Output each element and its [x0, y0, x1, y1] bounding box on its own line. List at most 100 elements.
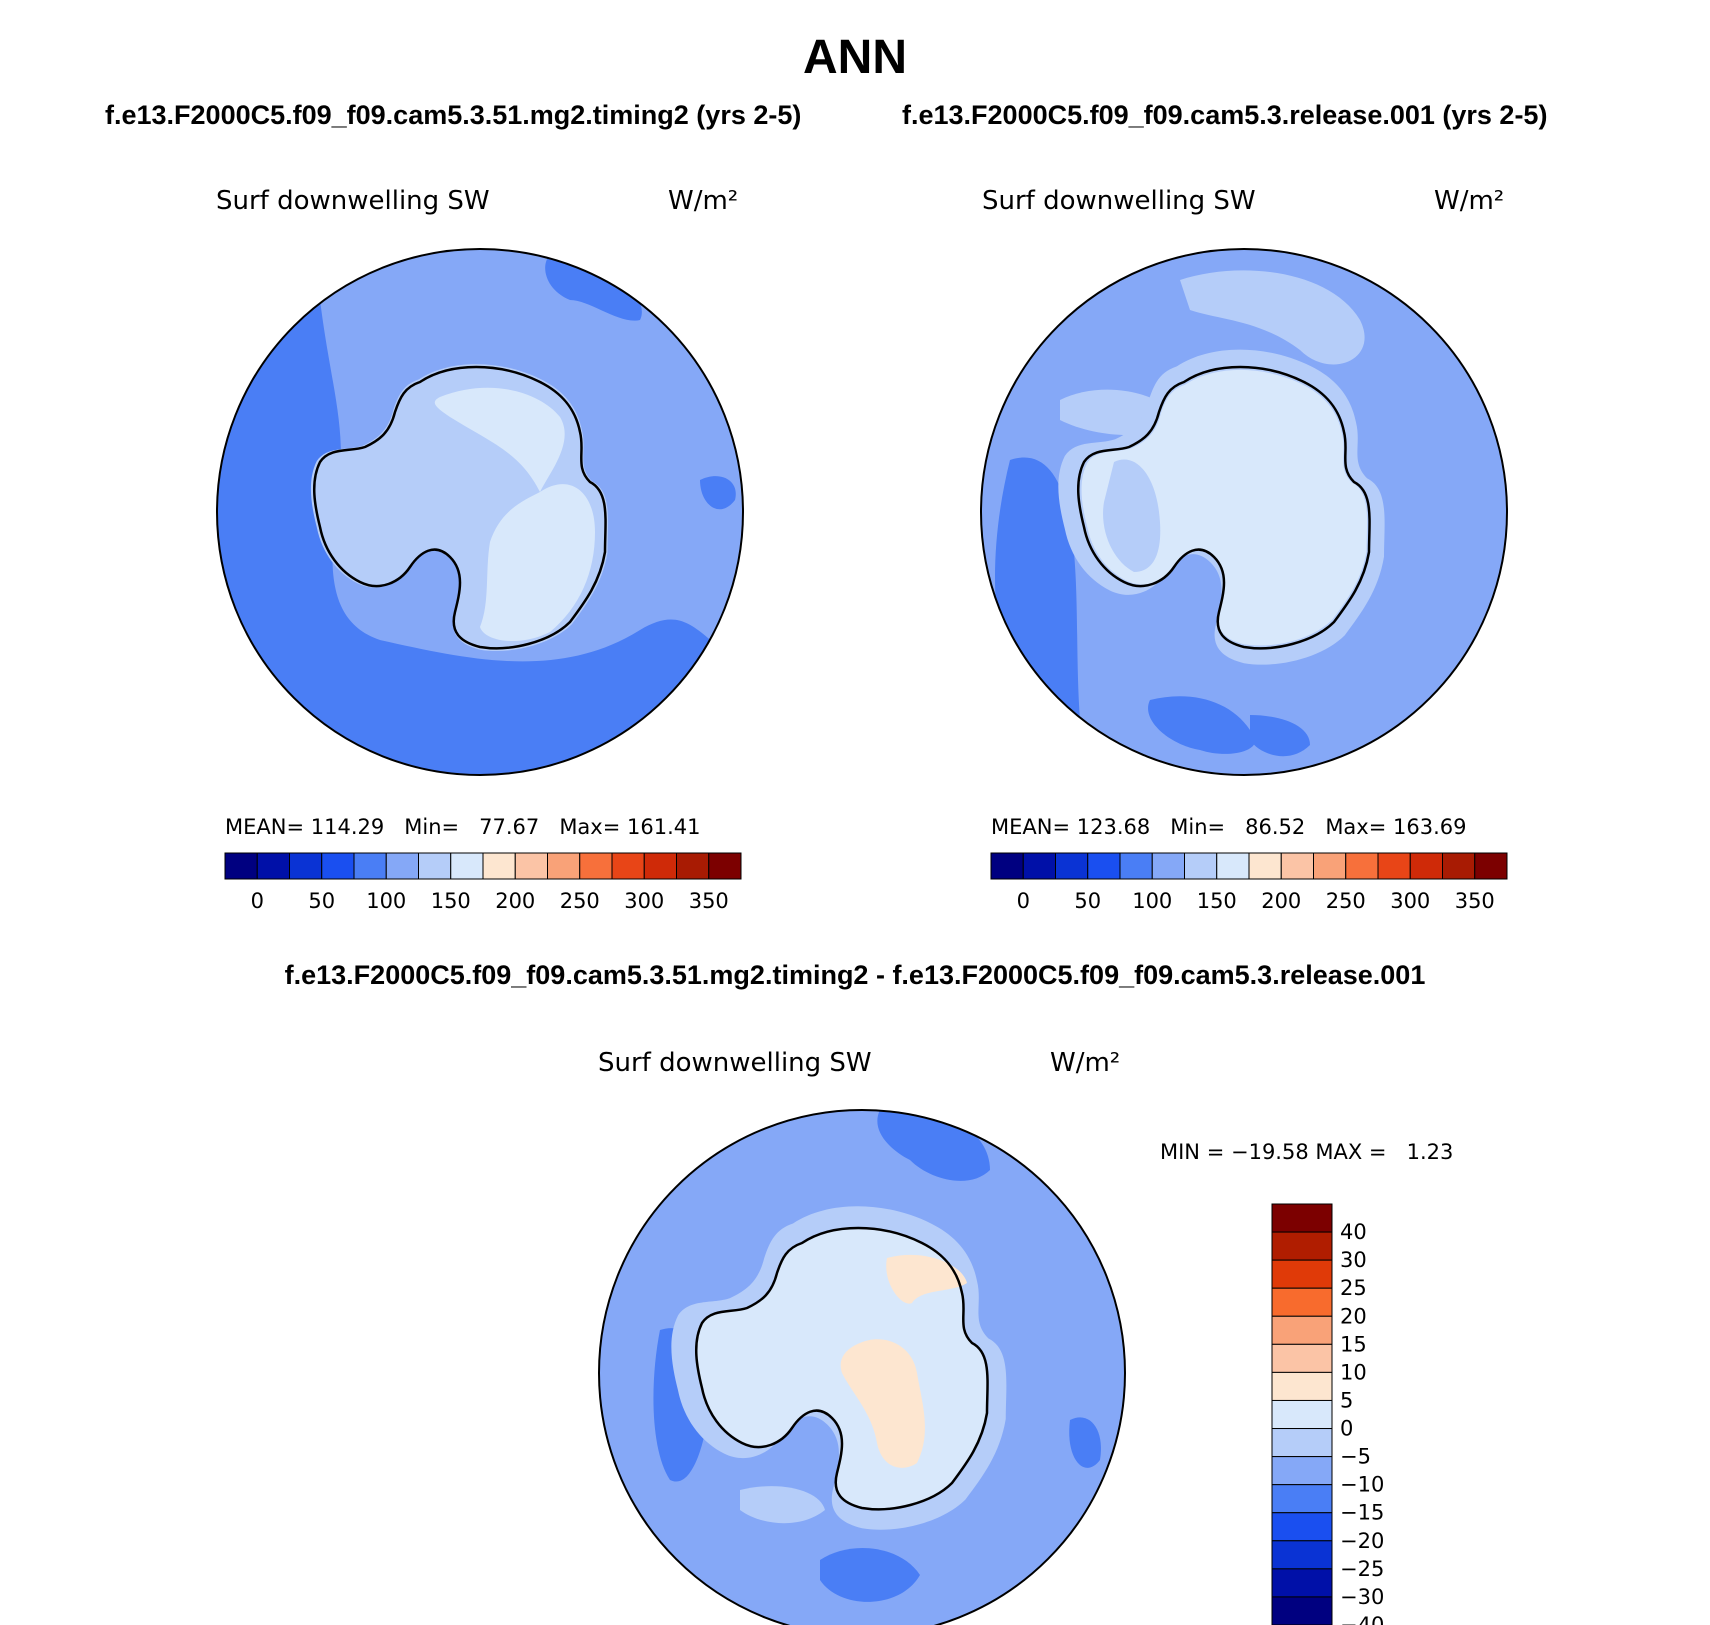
panel-diff-colorbar-swatch [1271, 1259, 1333, 1289]
panel-a-case-title: f.e13.F2000C5.f09_f09.cam5.3.51.mg2.timi… [105, 100, 802, 130]
panel-b-colorbar-swatch [1474, 852, 1508, 880]
panel-a-ocean-patch [545, 255, 642, 321]
panel-b-colorbar-tick-label: 0 [1017, 889, 1030, 913]
panel-b-ocean-patch [1148, 696, 1256, 754]
panel-a-colorbar-swatch [611, 852, 645, 880]
panel-diff-colorbar-tick-label: 40 [1340, 1220, 1367, 1244]
panel-a-colorbar-swatch [676, 852, 710, 880]
panel-diff-positive-patch [886, 1254, 967, 1304]
panel-diff-min-label: MIN = [1160, 1140, 1225, 1164]
panel-a-colorbar-tick-label: 0 [251, 889, 264, 913]
panel-diff-colorbar-tick-label: 15 [1340, 1332, 1367, 1356]
panel-a-colorbar-tick-label: 350 [689, 889, 729, 913]
panel-b-colorbar-swatch [1119, 852, 1153, 880]
panel-diff-units-label: W/m² [1050, 1048, 1121, 1078]
panel-a-colorbar-tick-label: 50 [308, 889, 335, 913]
panel-a-colorbar-swatch [450, 852, 484, 880]
panel-b-min-label: Min= [1170, 815, 1226, 839]
panel-diff-colorbar-tick-label: −20 [1340, 1529, 1384, 1553]
panel-diff-colorbar-swatch [1271, 1203, 1333, 1233]
panel-a-colorbar-tick-label: 250 [560, 889, 600, 913]
panel-a-variable-label: Surf downwelling SW [216, 186, 490, 216]
panel-diff-min-value: −19.58 [1230, 1140, 1309, 1164]
panel-a-mean-value: 114.29 [310, 815, 385, 839]
panel-diff-positive-patch [840, 1339, 925, 1468]
panel-diff-colorbar-swatch [1271, 1315, 1333, 1345]
panel-diff-colorbar-tick-label: −15 [1340, 1501, 1384, 1525]
panel-diff-colorbar-swatch [1271, 1456, 1333, 1486]
panel-b-case-title: f.e13.F2000C5.f09_f09.cam5.3.release.001… [902, 100, 1548, 130]
panel-diff-colorbar-swatch [1271, 1512, 1333, 1542]
panel-b-colorbar: 0 50 100 150 200 250 300 350 [990, 852, 1508, 913]
panel-diff-colorbar-swatch [1271, 1231, 1333, 1261]
panel-b-colorbar-swatch [1345, 852, 1379, 880]
panel-diff-colorbar-tick-label: 25 [1340, 1276, 1367, 1300]
panel-b-colorbar-swatch [1055, 852, 1089, 880]
panel-b-colorbar-tick-label: 150 [1197, 889, 1237, 913]
panel-diff-colorbar-tick-label: −40 [1340, 1613, 1384, 1625]
panel-diff-max-value: 1.23 [1406, 1140, 1454, 1164]
panel-a-colorbar-swatch [256, 852, 290, 880]
panel-diff-colorbar-tick-label: 10 [1340, 1360, 1367, 1384]
panel-a-max-value: 161.41 [627, 815, 701, 839]
panel-diff-colorbar: 40 30 25 20 15 10 5 0 −5 −10 −15 −20 −25 −30 −40 [1271, 1203, 1384, 1625]
panel-b-colorbar-swatch [1248, 852, 1282, 880]
panel-a-map-border [216, 248, 744, 776]
panel-a-colorbar-swatch [289, 852, 323, 880]
panel-a-mean-label: MEAN= [225, 815, 305, 839]
panel-diff-colorbar-swatch [1271, 1596, 1333, 1625]
panel-a-min-label: Min= [404, 815, 460, 839]
panel-diff-stats: MIN = −19.58 MAX = 1.23 [1160, 1140, 1453, 1164]
panel-b-max-label: Max= [1325, 815, 1387, 839]
panel-diff-light-patch [740, 1486, 825, 1524]
panel-a-colorbar-swatch [708, 852, 742, 880]
panel-b-colorbar-swatch [1313, 852, 1347, 880]
panel-b-colorbar-swatch [1409, 852, 1443, 880]
panel-a-min-value: 77.67 [479, 815, 540, 839]
panel-b-mean-value: 123.68 [1076, 815, 1151, 839]
panel-a-map [216, 248, 744, 776]
panel-b-min-value: 86.52 [1245, 815, 1306, 839]
panel-diff-case-title: f.e13.F2000C5.f09_f09.cam5.3.51.mg2.timi… [284, 960, 1426, 990]
panel-diff-colorbar-swatch [1271, 1399, 1333, 1430]
panel-b-variable-label: Surf downwelling SW [982, 186, 1256, 216]
panel-diff-variable-label: Surf downwelling SW [598, 1048, 872, 1078]
panel-diff-colorbar-swatch [1271, 1540, 1333, 1570]
panel-b-colorbar-swatch [990, 852, 1024, 880]
panel-b-map-border [980, 248, 1508, 776]
panel-a-colorbar-swatch [514, 852, 548, 880]
panel-b-map [980, 248, 1508, 776]
panel-a-colorbar-swatch [643, 852, 677, 880]
panel-a-colorbar-swatch [353, 852, 387, 880]
panel-a-ocean-patch [700, 476, 736, 510]
panel-a-plateau-fill [480, 484, 595, 642]
panel-b-mean-label: MEAN= [991, 815, 1071, 839]
panel-diff-colorbar-swatch [1271, 1287, 1333, 1317]
panel-b-colorbar-tick-label: 300 [1390, 889, 1430, 913]
panel-a-colorbar-tick-label: 200 [495, 889, 535, 913]
panel-b-light-patch [1180, 270, 1365, 365]
panel-b-colorbar-tick-label: 50 [1074, 889, 1101, 913]
panel-b-colorbar-swatch [1087, 852, 1121, 880]
panel-a-colorbar-swatch [547, 852, 581, 880]
panel-a-colorbar-swatch [224, 852, 258, 880]
panel-diff-map-border [598, 1109, 1126, 1625]
panel-diff-negative-patch [1069, 1417, 1101, 1468]
panel-diff-colorbar-tick-label: −30 [1340, 1585, 1384, 1609]
panel-b-colorbar-tick-label: 100 [1132, 889, 1172, 913]
panel-diff-colorbar-tick-label: −5 [1340, 1445, 1371, 1469]
panel-b-colorbar-swatch [1022, 852, 1056, 880]
panel-a-colorbar-swatch [418, 852, 452, 880]
panel-diff-colorbar-tick-label: 20 [1340, 1304, 1367, 1328]
panel-a-colorbar-swatch [385, 852, 419, 880]
panel-diff-colorbar-tick-label: 0 [1340, 1417, 1353, 1441]
panel-b-stats: MEAN= 123.68 Min= 86.52 Max= 163.69 [991, 815, 1467, 839]
panel-b-colorbar-swatch [1377, 852, 1411, 880]
panel-a-colorbar: 0 50 100 150 200 250 300 350 [224, 852, 742, 913]
panel-a-max-label: Max= [559, 815, 621, 839]
panel-b-max-value: 163.69 [1393, 815, 1467, 839]
panel-diff-colorbar-tick-label: −10 [1340, 1473, 1384, 1497]
panel-diff-colorbar-swatch [1271, 1371, 1333, 1401]
panel-diff-colorbar-tick-label: 30 [1340, 1248, 1367, 1272]
panel-diff-max-label: MAX = [1315, 1140, 1387, 1164]
